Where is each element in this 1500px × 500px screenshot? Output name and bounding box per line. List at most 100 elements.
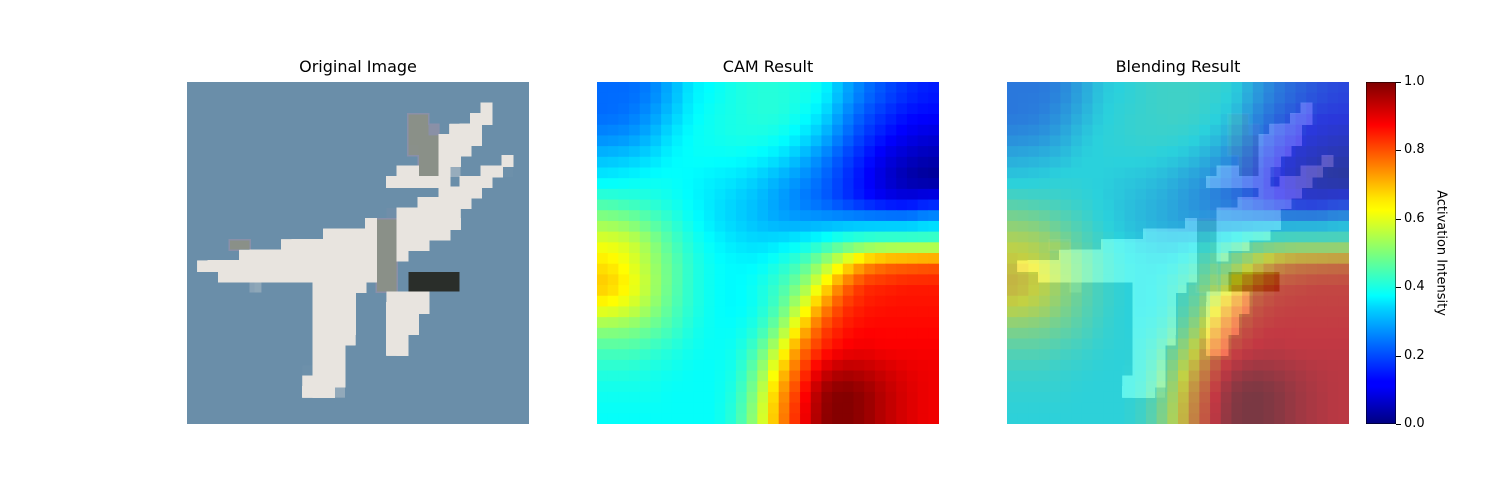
blend-cam-cell xyxy=(1050,114,1061,125)
cam-cell xyxy=(693,210,704,221)
blend-cam-cell xyxy=(1199,349,1210,360)
blend-cam-cell xyxy=(1114,135,1125,146)
blend-cam-cell xyxy=(1338,371,1349,382)
blend-cam-cell xyxy=(1231,349,1242,360)
blend-cam-cell xyxy=(1274,360,1285,371)
cam-cell xyxy=(725,189,736,200)
blend-cam-cell xyxy=(1114,328,1125,339)
cam-cell xyxy=(672,82,683,93)
cam-cell xyxy=(821,317,832,328)
blend-cam-cell xyxy=(1071,296,1082,307)
cam-cell xyxy=(821,253,832,264)
blend-cam-cell xyxy=(1285,264,1296,275)
cam-cell xyxy=(683,296,694,307)
cam-cell xyxy=(875,135,886,146)
cam-cell xyxy=(875,371,886,382)
blend-cam-cell xyxy=(1189,392,1200,403)
blend-cam-cell xyxy=(1231,200,1242,211)
cam-cell xyxy=(704,328,715,339)
blend-cam-cell xyxy=(1253,210,1264,221)
blend-cam-cell xyxy=(1274,253,1285,264)
blend-cam-cell xyxy=(1125,210,1136,221)
blend-cam-cell xyxy=(1039,103,1050,114)
blend-cam-cell xyxy=(1199,125,1210,136)
cam-cell xyxy=(757,125,768,136)
cam-cell xyxy=(715,242,726,253)
cam-cell xyxy=(875,189,886,200)
blend-cam-cell xyxy=(1039,371,1050,382)
blend-cam-cell xyxy=(1210,317,1221,328)
cam-cell xyxy=(725,200,736,211)
cam-cell xyxy=(715,306,726,317)
blend-cam-cell xyxy=(1189,339,1200,350)
cam-cell xyxy=(800,93,811,104)
cam-cell xyxy=(704,274,715,285)
cam-cell xyxy=(661,413,672,424)
cam-cell xyxy=(715,168,726,179)
cam-cell xyxy=(672,242,683,253)
blend-cam-cell xyxy=(1274,103,1285,114)
cam-cell xyxy=(618,93,629,104)
blend-cam-cell xyxy=(1082,349,1093,360)
blend-cam-cell xyxy=(1050,264,1061,275)
blend-cam-cell xyxy=(1178,306,1189,317)
blend-cam-cell xyxy=(1028,339,1039,350)
cam-cell xyxy=(789,371,800,382)
blend-cam-cell xyxy=(1264,146,1275,157)
blend-cam-cell xyxy=(1071,371,1082,382)
cam-cell xyxy=(618,82,629,93)
blend-cam-cell xyxy=(1039,93,1050,104)
cam-cell xyxy=(875,103,886,114)
blend-cam-cell xyxy=(1050,371,1061,382)
blend-cam-cell xyxy=(1296,392,1307,403)
blend-cam-cell xyxy=(1189,306,1200,317)
cam-cell xyxy=(854,168,865,179)
cam-cell xyxy=(629,242,640,253)
cam-cell xyxy=(683,210,694,221)
cam-cell xyxy=(683,189,694,200)
cam-cell xyxy=(715,125,726,136)
blend-cam-cell xyxy=(1007,93,1018,104)
cam-cell xyxy=(650,392,661,403)
cam-cell xyxy=(928,178,939,189)
blend-cam-cell xyxy=(1125,178,1136,189)
blend-cam-cell xyxy=(1157,328,1168,339)
blend-cam-cell xyxy=(1146,114,1157,125)
blend-cam-cell xyxy=(1242,221,1253,232)
blend-cam-cell xyxy=(1231,413,1242,424)
blend-cam-cell xyxy=(1253,360,1264,371)
cam-cell xyxy=(618,328,629,339)
blend-cam-cell xyxy=(1189,125,1200,136)
cam-cell xyxy=(928,317,939,328)
blend-cam-cell xyxy=(1264,328,1275,339)
cam-cell xyxy=(768,146,779,157)
cam-cell xyxy=(747,82,758,93)
cam-cell xyxy=(608,296,619,307)
cam-cell xyxy=(832,285,843,296)
blend-cam-cell xyxy=(1221,328,1232,339)
cam-cell xyxy=(854,82,865,93)
cam-cell xyxy=(629,317,640,328)
blend-cam-cell xyxy=(1274,135,1285,146)
cam-cell xyxy=(661,125,672,136)
cam-cell xyxy=(918,168,929,179)
blend-cam-cell xyxy=(1167,114,1178,125)
cam-cell xyxy=(928,103,939,114)
blend-cam-cell xyxy=(1114,253,1125,264)
cam-cell xyxy=(725,392,736,403)
blend-cam-cell xyxy=(1221,93,1232,104)
blend-cam-cell xyxy=(1028,413,1039,424)
blend-cam-cell xyxy=(1253,189,1264,200)
blend-cam-cell xyxy=(1221,168,1232,179)
cam-cell xyxy=(896,157,907,168)
blend-cam-cell xyxy=(1296,125,1307,136)
cam-cell xyxy=(629,210,640,221)
cam-cell xyxy=(843,125,854,136)
cam-cell xyxy=(907,328,918,339)
cam-cell xyxy=(618,381,629,392)
colorbar-tick-label: 0.0 xyxy=(1404,416,1425,432)
cam-cell xyxy=(618,274,629,285)
blend-cam-cell xyxy=(1231,296,1242,307)
cam-cell xyxy=(757,328,768,339)
blend-cam-cell xyxy=(1328,264,1339,275)
